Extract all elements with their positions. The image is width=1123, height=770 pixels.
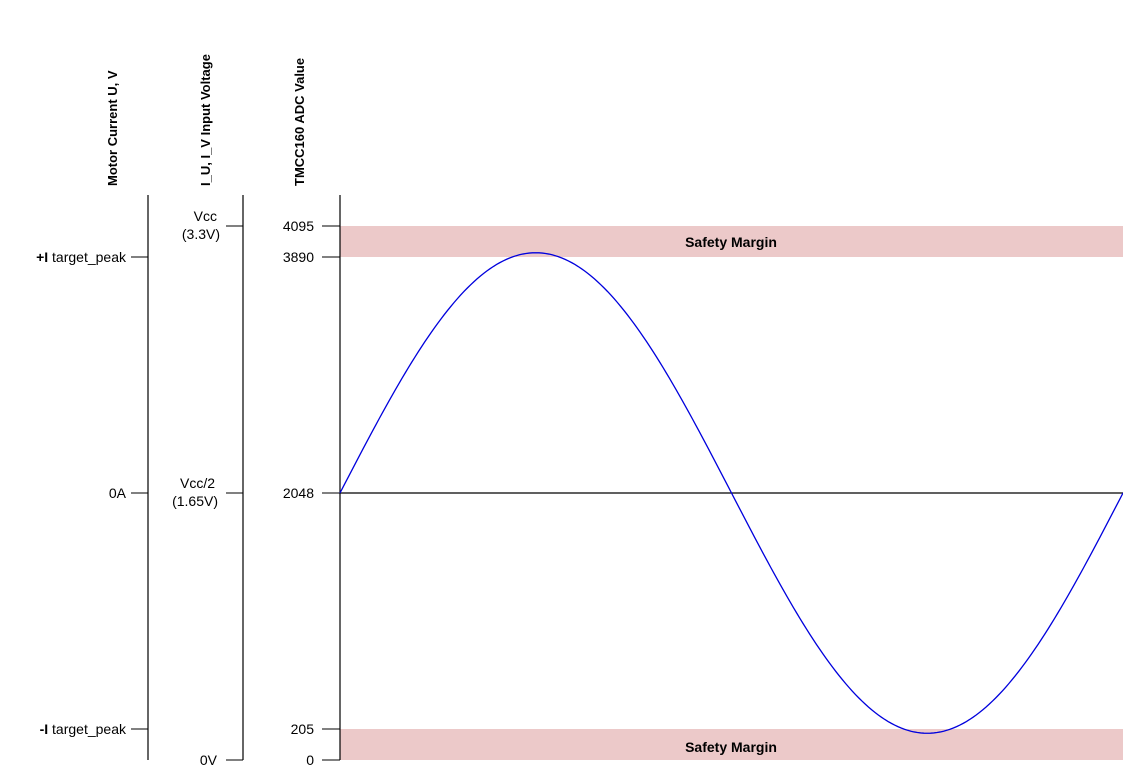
motor-current-axis-title: Motor Current U, V bbox=[105, 70, 120, 186]
safety-margin-bottom-label: Safety Margin bbox=[685, 739, 777, 755]
input-voltage-label-half-value: (1.65V) bbox=[172, 493, 218, 509]
motor-current-label-neg: -I target_peak bbox=[40, 721, 127, 737]
safety-margin-top-label: Safety Margin bbox=[685, 234, 777, 250]
adc-label-3890: 3890 bbox=[283, 249, 314, 265]
input-voltage-label-vcc: Vcc bbox=[194, 208, 217, 224]
adc-label-4095: 4095 bbox=[283, 218, 314, 234]
adc-label-205: 205 bbox=[291, 721, 315, 737]
input-voltage-axis-title: I_U, I_V Input Voltage bbox=[198, 54, 213, 186]
safety-margin-bottom-band bbox=[340, 729, 1123, 760]
adc-label-0: 0 bbox=[306, 752, 314, 768]
motor-current-label-zero: 0A bbox=[109, 485, 127, 501]
input-voltage-label-vcc-value: (3.3V) bbox=[182, 226, 220, 242]
current-sine-curve bbox=[339, 252, 1123, 734]
input-voltage-label-zero: 0V bbox=[200, 752, 218, 768]
adc-axis-title: TMCC160 ADC Value bbox=[292, 58, 307, 186]
adc-label-2048: 2048 bbox=[283, 485, 314, 501]
safety-margin-top-band bbox=[340, 226, 1123, 257]
motor-current-label-pos: +I target_peak bbox=[36, 249, 127, 265]
input-voltage-label-half: Vcc/2 bbox=[180, 475, 215, 491]
